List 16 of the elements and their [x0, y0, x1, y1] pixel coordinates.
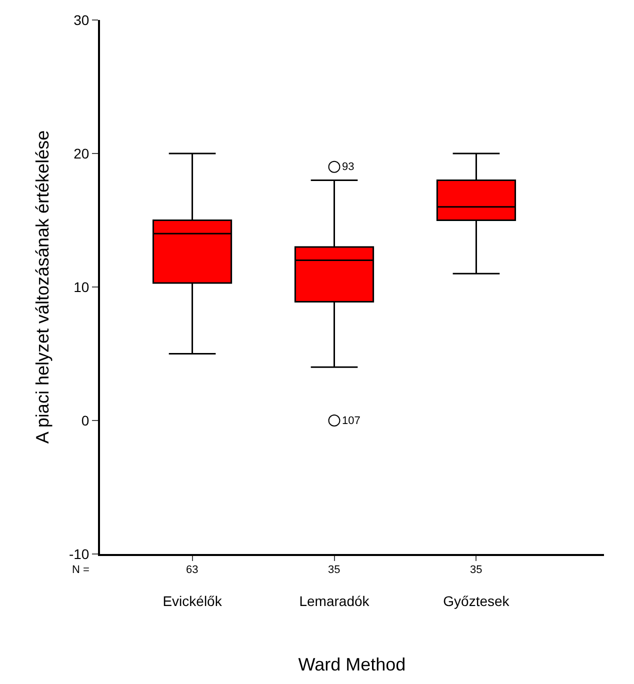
y-tick-label: -10: [68, 546, 90, 562]
x-tick-label: Lemaradók: [299, 592, 370, 609]
y-tick-label: 0: [81, 412, 90, 428]
y-tick-label: 20: [74, 145, 90, 162]
text: N =: [72, 564, 90, 576]
x-tick-label: Evickélők: [162, 592, 223, 609]
x-axis-title: Ward Method: [298, 654, 406, 674]
y-axis-title: A piaci helyzet változásának értékelése: [32, 130, 53, 444]
text: 35: [470, 564, 482, 576]
text: 63: [186, 564, 198, 576]
y-tick-label: 30: [74, 12, 90, 28]
annotation: 93: [342, 161, 354, 173]
text: 35: [328, 564, 340, 576]
x-tick-label: Győztesek: [443, 592, 510, 609]
y-tick-label: 10: [74, 278, 90, 295]
annotation: 107: [342, 415, 360, 427]
